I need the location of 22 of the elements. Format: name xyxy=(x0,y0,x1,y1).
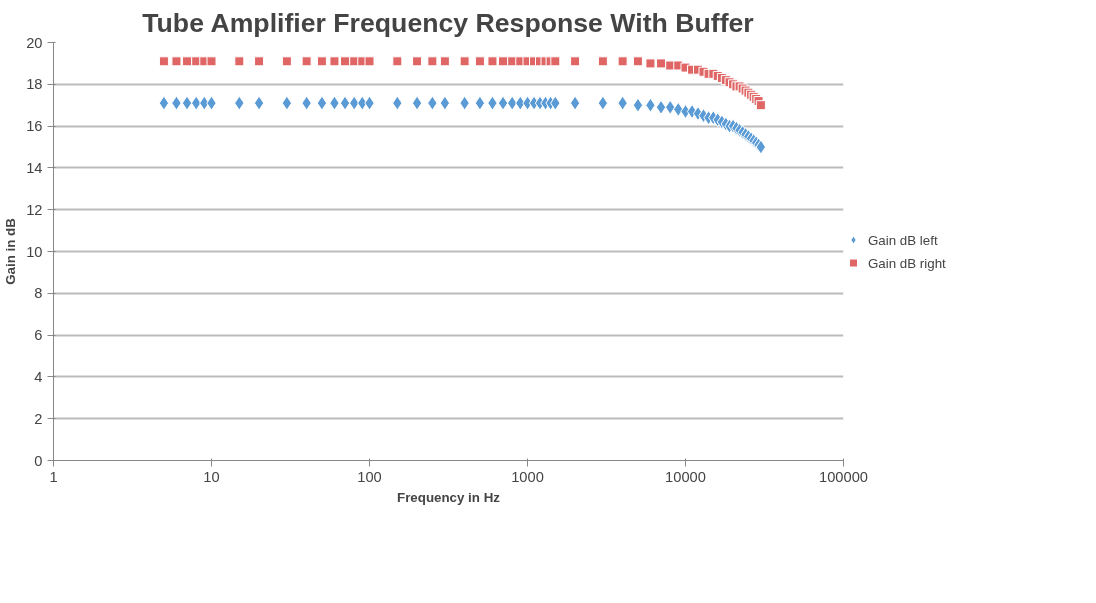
y-tick-label: 18 xyxy=(26,76,43,93)
x-tick-label: 10 xyxy=(203,468,220,485)
y-tick-label: 12 xyxy=(26,201,43,218)
y-tick-label: 0 xyxy=(34,452,43,469)
chart-title: Tube Amplifier Frequency Response With Buffer xyxy=(142,7,754,38)
legend-label: Gain dB right xyxy=(868,255,947,270)
y-tick-label: 2 xyxy=(34,410,43,427)
x-tick-label: 10000 xyxy=(665,468,706,485)
y-tick-label: 14 xyxy=(26,159,43,176)
x-tick-label: 100000 xyxy=(819,468,868,485)
x-tick-label: 1 xyxy=(49,468,58,485)
y-tick-label: 8 xyxy=(34,285,43,302)
y-axis-title: Gain in dB xyxy=(3,217,19,285)
y-tick-label: 4 xyxy=(34,368,43,385)
x-tick-label: 100 xyxy=(357,468,382,485)
y-tick-label: 20 xyxy=(26,34,43,51)
y-tick-label: 10 xyxy=(26,243,43,260)
x-tick-label: 1000 xyxy=(511,468,544,485)
y-tick-label: 16 xyxy=(26,118,43,135)
y-tick-label: 6 xyxy=(34,327,43,344)
x-axis-title: Frequency in Hz xyxy=(397,489,501,505)
legend-label: Gain dB left xyxy=(868,232,939,247)
